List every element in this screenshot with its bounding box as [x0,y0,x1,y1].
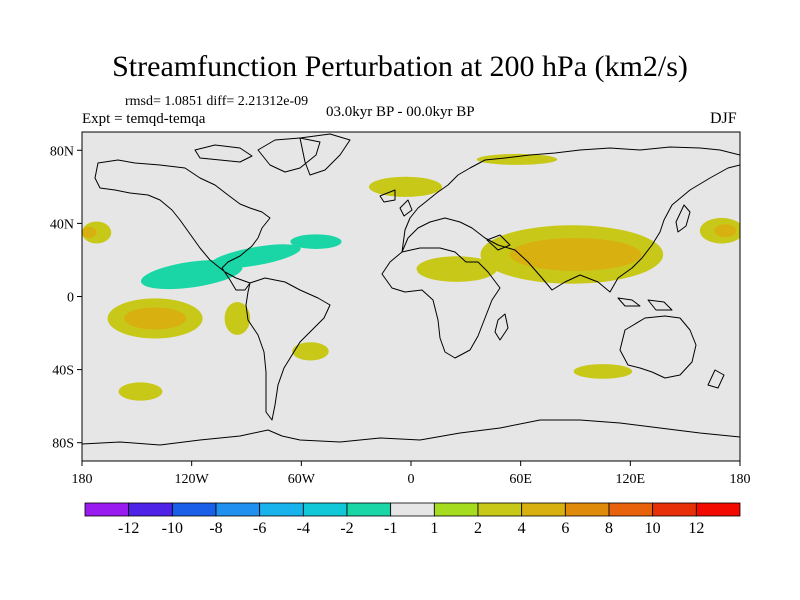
x-tick-label: 60W [288,472,316,487]
coastlines [82,133,740,446]
contour-region [82,227,97,239]
colorbar-label: -1 [384,520,397,537]
colorbar-label: 2 [474,520,482,537]
colorbar-label: 8 [605,520,613,537]
contour-region [509,238,642,271]
contour-region [292,342,329,361]
contour-region [480,312,569,339]
contour-region [290,234,342,249]
contour-region [708,323,724,339]
contour-region [118,382,163,401]
contour-region [124,307,187,330]
colorbar-swatch [608,502,654,517]
contour-region [122,192,196,218]
colorbar-swatch [84,502,130,517]
colorbar-swatch [390,502,435,517]
x-tick-label: 0 [408,472,415,487]
colorbar-label: 4 [518,520,526,537]
contour-region [416,256,497,282]
season-label: DJF [710,110,737,127]
colorbar-label: 1 [430,520,438,537]
contour-region [707,256,740,282]
colorbar-swatch [433,502,479,517]
colorbar-swatch [346,502,392,517]
colorbar-swatch [171,502,217,517]
colorbar-label: 12 [688,520,704,537]
time-range-label: 03.0kyr BP - 00.0kyr BP [326,104,475,120]
colorbar-swatch [564,502,610,517]
x-tick-label: 180 [730,472,751,487]
colorbar-label: -8 [209,520,222,537]
colorbar-swatch [259,502,304,517]
colorbar-swatch [652,502,697,517]
colorbar-swatch [302,502,348,517]
contour-region [449,327,465,339]
contour-region [242,367,265,379]
contour-regions [82,153,740,401]
colorbar-label: -12 [118,520,139,537]
contour-region [372,312,388,324]
contour-region [210,244,301,269]
contour-region [224,301,251,335]
x-tick-label: 120E [616,472,646,487]
colorbar-label: -6 [253,520,266,537]
rmsd-label: rmsd= 1.0851 diff= 2.21312e-09 [125,94,309,109]
colorbar-swatch [215,502,261,517]
contour-region [476,153,558,165]
colorbar-swatch [695,502,741,517]
contour-region [573,364,633,379]
colorbar-label: -10 [162,520,183,537]
colorbar-swatch [128,502,173,517]
colorbar-label: -4 [297,520,310,537]
y-tick-label: 80S [52,437,74,452]
colorbar-label: 6 [561,520,569,537]
chart-title: Streamfunction Perturbation at 200 hPa (… [112,50,688,83]
y-tick-label: 0 [67,291,74,306]
contour-region [714,224,737,238]
x-tick-label: 180 [72,472,93,487]
x-tick-label: 120W [175,472,210,487]
contour-region [385,263,419,286]
experiment-label: Expt = temqd-temqa [82,111,206,127]
contour-region [82,258,112,281]
x-tick-label: 60E [509,472,532,487]
y-tick-label: 40S [52,364,74,379]
y-tick-label: 40N [50,217,74,232]
colorbar-label: -2 [340,520,353,537]
colorbar: -12 -10 -8 -6 -4 -2 -1 1 2 4 6 8 10 12 [84,502,741,537]
contour-region [368,176,443,197]
contour-region [379,370,388,377]
map-axes: 180 120W 60W 0 60E 120E 180 80N 40N 0 40S 80S [50,144,751,487]
colorbar-swatch [477,502,523,517]
colorbar-swatch [521,502,566,517]
y-tick-label: 80N [50,144,74,159]
colorbar-label: 10 [645,520,661,537]
